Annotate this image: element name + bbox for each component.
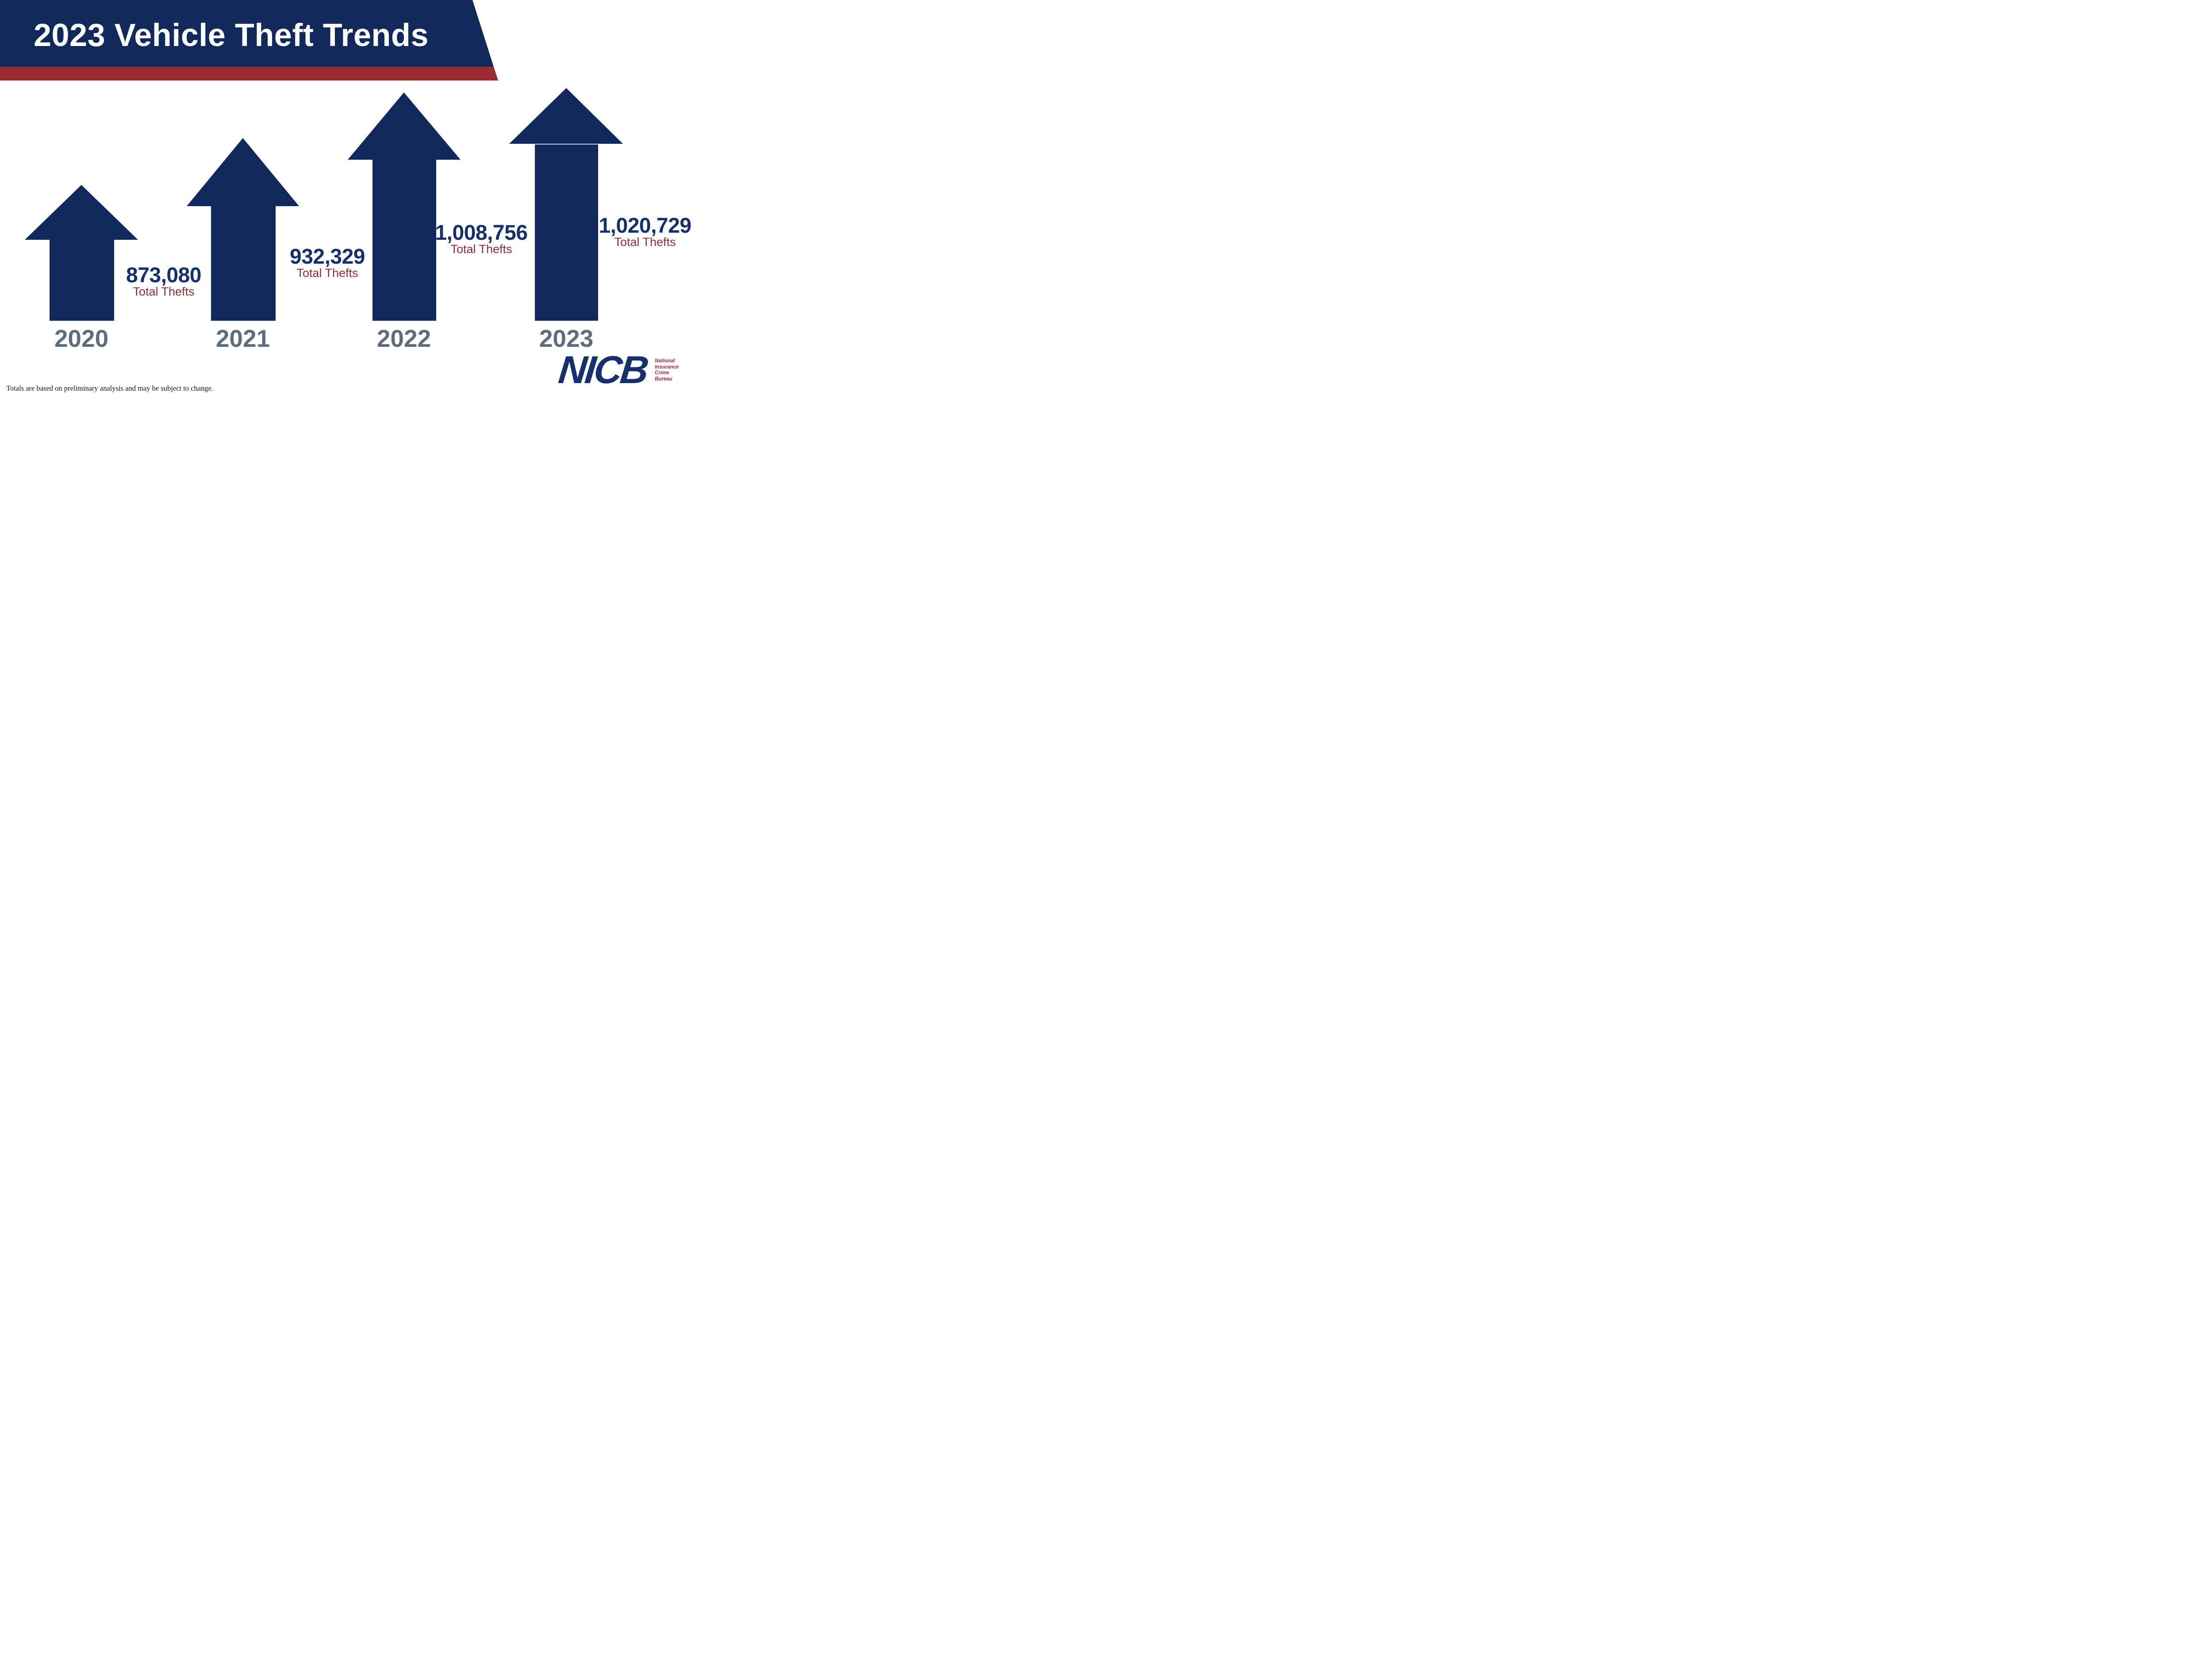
stat-caption-2022: Total Thefts: [450, 242, 512, 256]
year-label-2023: 2023: [539, 325, 594, 352]
stat-block-2021: 932,329 Total Thefts: [289, 245, 365, 280]
year-label-2021: 2021: [215, 325, 270, 352]
stat-caption-2023: Total Thefts: [614, 235, 676, 249]
year-label-2020: 2020: [54, 325, 109, 352]
nicb-logo-acronym: NICB: [556, 348, 649, 392]
stat-total-2022: 1,008,756: [435, 221, 528, 245]
year-label-2022: 2022: [376, 325, 431, 352]
stat-block-2022: 1,008,756 Total Thefts: [435, 221, 528, 256]
stat-block-2020: 873,080 Total Thefts: [126, 264, 202, 299]
infographic-canvas: 2023 Vehicle Theft Trends 873,080 Total …: [0, 0, 708, 398]
stat-caption-2020: Total Thefts: [133, 285, 195, 298]
tagline-line-1: National: [655, 358, 675, 364]
stat-total-2023: 1,020,729: [599, 214, 691, 238]
shapes-layer: [0, 0, 623, 321]
arrow-2022: [348, 92, 461, 321]
stat-caption-2021: Total Thefts: [296, 266, 358, 280]
arrow-2020: [25, 185, 138, 321]
header-banner-shape: [0, 0, 494, 67]
arrow-2023-shaft: [535, 144, 598, 321]
nicb-logo: NICB National Insurance Crime Bureau: [556, 348, 679, 392]
tagline-line-3: Crime: [655, 370, 669, 376]
arrow-2023-head: [509, 88, 623, 144]
disclaimer-text: Totals are based on preliminary analysis…: [6, 384, 214, 392]
stat-total-2020: 873,080: [126, 264, 202, 287]
arrow-2021: [187, 138, 299, 321]
header-red-stripe: [0, 67, 498, 81]
stat-block-2023: 1,020,729 Total Thefts: [599, 214, 691, 249]
stat-total-2021: 932,329: [289, 245, 365, 269]
tagline-line-2: Insurance: [655, 364, 679, 370]
nicb-logo-tagline: National Insurance Crime Bureau: [655, 358, 679, 382]
tagline-line-4: Bureau: [655, 376, 672, 382]
page-title: 2023 Vehicle Theft Trends: [34, 18, 429, 53]
